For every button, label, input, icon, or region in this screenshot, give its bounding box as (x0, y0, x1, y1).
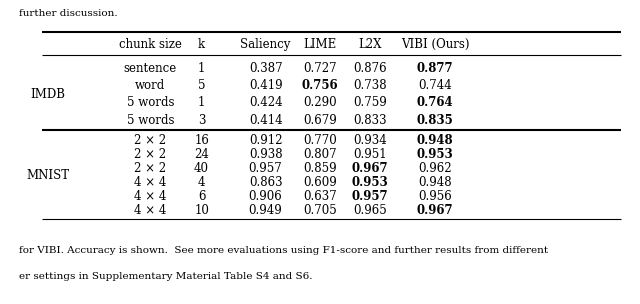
Text: 0.387: 0.387 (249, 62, 282, 75)
Text: 0.934: 0.934 (353, 134, 387, 147)
Text: 4: 4 (198, 176, 205, 189)
Text: 0.609: 0.609 (303, 176, 337, 189)
Text: LIME: LIME (303, 38, 337, 50)
Text: 0.424: 0.424 (249, 96, 282, 109)
Text: L2X: L2X (358, 38, 381, 50)
Text: 0.965: 0.965 (353, 205, 387, 217)
Text: VIBI (Ours): VIBI (Ours) (401, 38, 470, 50)
Text: 0.770: 0.770 (303, 134, 337, 147)
Text: 5 words: 5 words (127, 96, 174, 109)
Text: 0.833: 0.833 (353, 114, 387, 126)
Text: 0.967: 0.967 (351, 162, 388, 175)
Text: 0.419: 0.419 (249, 79, 282, 92)
Text: 1: 1 (198, 96, 205, 109)
Text: 0.956: 0.956 (419, 191, 452, 203)
Text: 0.863: 0.863 (249, 176, 282, 189)
Text: 0.953: 0.953 (351, 176, 388, 189)
Text: 0.876: 0.876 (353, 62, 387, 75)
Text: 0.705: 0.705 (303, 205, 337, 217)
Text: 0.637: 0.637 (303, 191, 337, 203)
Text: 4 × 4: 4 × 4 (134, 191, 166, 203)
Text: 0.948: 0.948 (419, 176, 452, 189)
Text: MNIST: MNIST (26, 169, 70, 182)
Text: 0.759: 0.759 (353, 96, 387, 109)
Text: Saliency: Saliency (241, 38, 291, 50)
Text: for VIBI. Accuracy is shown.  See more evaluations using F1-score and further re: for VIBI. Accuracy is shown. See more ev… (19, 246, 548, 255)
Text: 2 × 2: 2 × 2 (134, 134, 166, 147)
Text: 0.807: 0.807 (303, 148, 337, 161)
Text: 3: 3 (198, 114, 205, 126)
Text: 0.967: 0.967 (417, 205, 454, 217)
Text: 4 × 4: 4 × 4 (134, 205, 166, 217)
Text: 0.414: 0.414 (249, 114, 282, 126)
Text: 0.744: 0.744 (419, 79, 452, 92)
Text: 0.727: 0.727 (303, 62, 337, 75)
Text: 0.953: 0.953 (417, 148, 454, 161)
Text: 4 × 4: 4 × 4 (134, 176, 166, 189)
Text: chunk size: chunk size (119, 38, 182, 50)
Text: 16: 16 (194, 134, 209, 147)
Text: further discussion.: further discussion. (19, 9, 118, 18)
Text: 0.756: 0.756 (301, 79, 339, 92)
Text: 2 × 2: 2 × 2 (134, 162, 166, 175)
Text: 2 × 2: 2 × 2 (134, 148, 166, 161)
Text: 24: 24 (194, 148, 209, 161)
Text: 10: 10 (194, 205, 209, 217)
Text: 0.949: 0.949 (249, 205, 282, 217)
Text: word: word (135, 79, 166, 92)
Text: 0.957: 0.957 (249, 162, 282, 175)
Text: 0.738: 0.738 (353, 79, 387, 92)
Text: 0.912: 0.912 (249, 134, 282, 147)
Text: 0.835: 0.835 (417, 114, 454, 126)
Text: 0.679: 0.679 (303, 114, 337, 126)
Text: 0.938: 0.938 (249, 148, 282, 161)
Text: 5 words: 5 words (127, 114, 174, 126)
Text: 0.948: 0.948 (417, 134, 454, 147)
Text: 0.764: 0.764 (417, 96, 454, 109)
Text: sentence: sentence (124, 62, 177, 75)
Text: 0.859: 0.859 (303, 162, 337, 175)
Text: 0.906: 0.906 (249, 191, 282, 203)
Text: 0.951: 0.951 (353, 148, 387, 161)
Text: k: k (198, 38, 205, 50)
Text: IMDB: IMDB (31, 88, 65, 101)
Text: 0.962: 0.962 (419, 162, 452, 175)
Text: 5: 5 (198, 79, 205, 92)
Text: 0.290: 0.290 (303, 96, 337, 109)
Text: 0.957: 0.957 (351, 191, 388, 203)
Text: 0.877: 0.877 (417, 62, 454, 75)
Text: 6: 6 (198, 191, 205, 203)
Text: 40: 40 (194, 162, 209, 175)
Text: er settings in Supplementary Material Table S4 and S6.: er settings in Supplementary Material Ta… (19, 272, 313, 281)
Text: 1: 1 (198, 62, 205, 75)
